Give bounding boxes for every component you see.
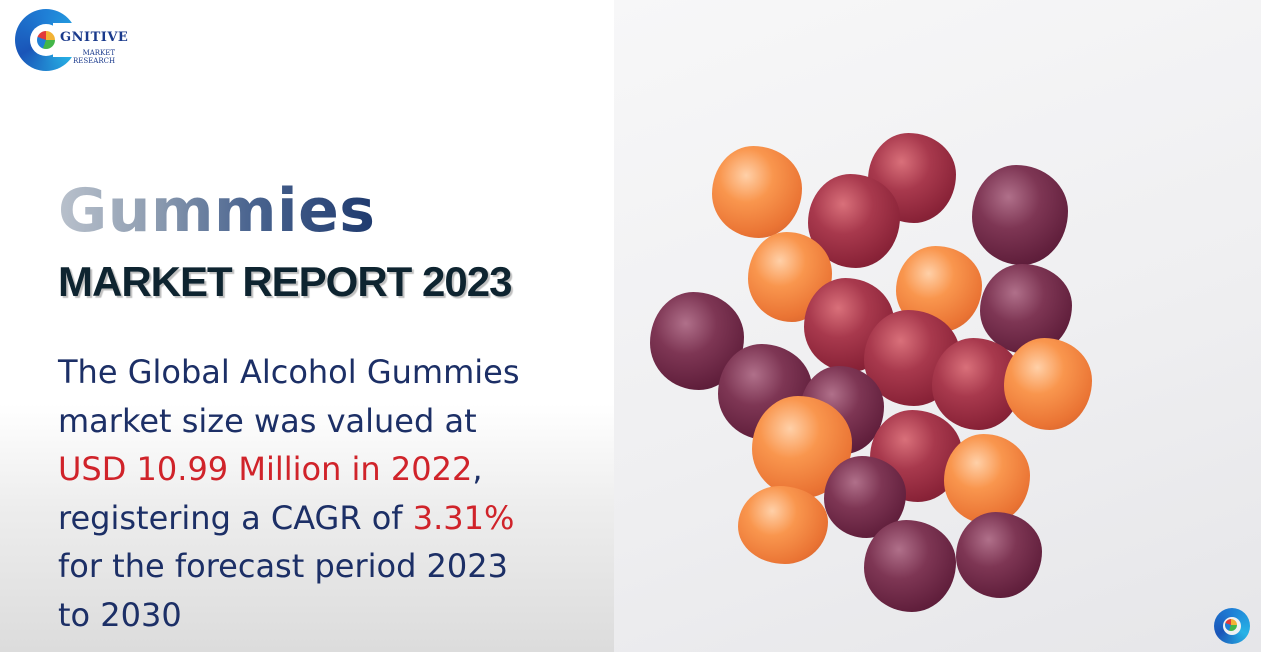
cagr-value: 3.31% (412, 498, 515, 537)
text-panel: GNITIVE MARKET RESEARCH Gummies MARKET R… (0, 0, 614, 652)
summary-line-5: for the forecast period 2023 (58, 547, 508, 585)
gummies-photo (614, 0, 1261, 652)
report-title: Gummies (58, 176, 376, 246)
logo-subtitle: MARKET RESEARCH (73, 49, 116, 65)
summary-line-6: to 2030 (58, 595, 182, 634)
logo-wordmark: GNITIVE (60, 30, 129, 45)
summary-line-4: registering a CAGR of 3.31% (58, 498, 515, 537)
cognitive-market-research-logo: GNITIVE MARKET RESEARCH (15, 9, 129, 73)
summary-line-1: The Global Alcohol Gummies (58, 353, 520, 391)
market-value: USD 10.99 Million in 2022 (58, 450, 473, 488)
logo-pie-icon (37, 31, 55, 49)
report-subtitle: MARKET REPORT 2023 (58, 258, 512, 305)
logo-watermark-icon (1214, 608, 1250, 644)
summary-line-2: market size was valued at (58, 401, 477, 440)
summary-line-3: USD 10.99 Million in 2022, (58, 450, 483, 488)
logo-watermark-pie-icon (1225, 619, 1237, 631)
market-summary: The Global Alcohol Gummies market size w… (58, 348, 598, 639)
